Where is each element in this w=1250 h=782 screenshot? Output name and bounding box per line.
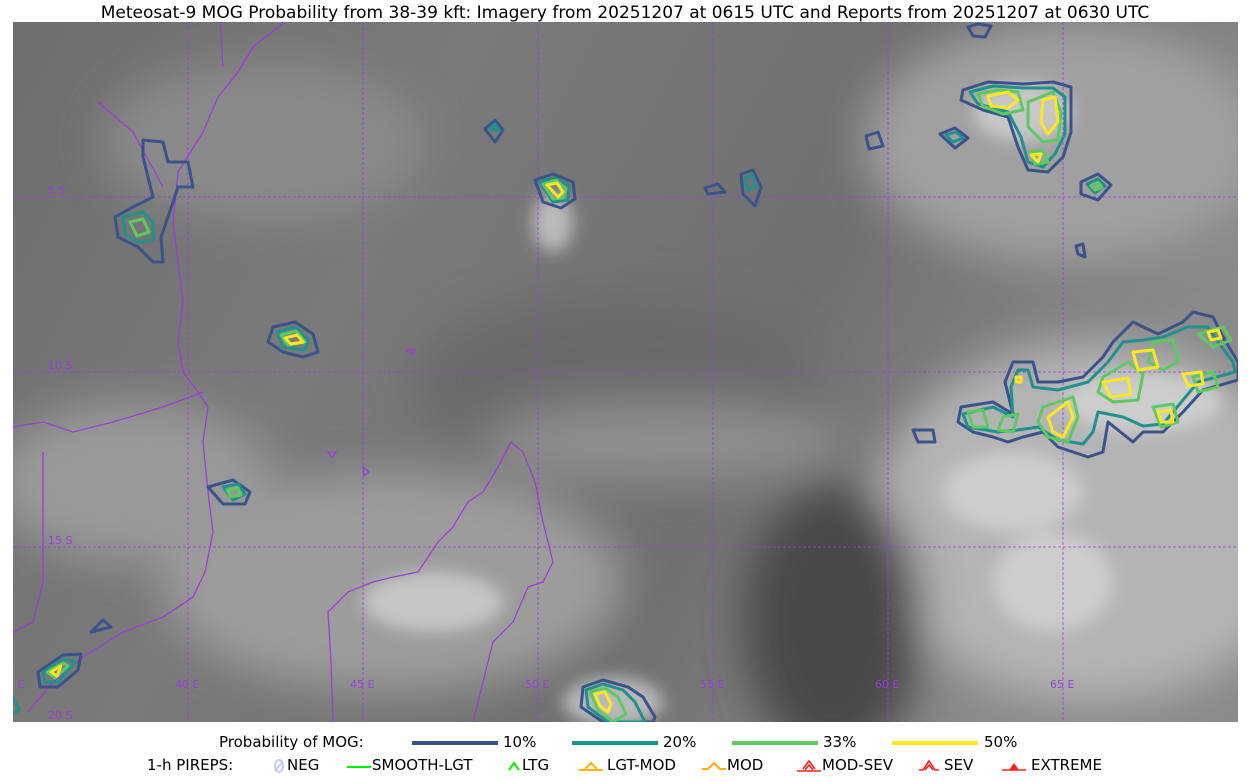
mog-contours: [13, 22, 1238, 722]
pirep-sev-label: SEV: [944, 756, 974, 774]
level-33-label: 33%: [823, 733, 857, 751]
pirep-mod-sev-label: MOD-SEV: [822, 756, 893, 774]
pireps-legend-label: 1-h PIREPS:: [147, 756, 234, 774]
lat-label: 5 S: [48, 184, 65, 197]
pirep-lgt-mod-label: LGT-MOD: [607, 756, 676, 774]
level-50-label: 50%: [984, 733, 1018, 751]
graticule: [13, 22, 1238, 722]
level-33-swatch: [732, 741, 818, 745]
pirep-ltg-label: LTG: [522, 756, 550, 774]
pirep-extreme-label: EXTREME: [1031, 756, 1102, 774]
lon-label: 40 E: [175, 678, 199, 691]
neg-icon: [274, 759, 284, 773]
level-10-label: 10%: [503, 733, 537, 751]
lon-label: 60 E: [875, 678, 899, 691]
probability-legend-label: Probability of MOG:: [219, 733, 364, 751]
lon-label: 65 E: [1050, 678, 1074, 691]
pirep-neg-label: NEG: [287, 756, 320, 774]
satellite-map: 35 E 40 E 45 E 50 E 55 E 60 E 65 E 5 S 1…: [13, 22, 1238, 722]
level-20-swatch: [572, 741, 658, 745]
sev-icon: [919, 759, 939, 771]
level-20-label: 20%: [663, 733, 697, 751]
level-10-swatch: [412, 741, 498, 745]
lat-label: 15 S: [48, 534, 72, 547]
lat-label: 10 S: [48, 359, 72, 372]
lgt-mod-icon: [579, 761, 603, 771]
level-50-swatch: [892, 741, 978, 745]
lon-label: 50 E: [525, 678, 549, 691]
coastlines: [13, 22, 554, 722]
lon-label: 55 E: [700, 678, 724, 691]
extreme-icon: [1002, 763, 1026, 771]
mod-sev-icon: [797, 759, 821, 772]
smooth-lgt-icon: [347, 766, 371, 768]
lon-label: 35 E: [13, 678, 24, 691]
pirep-smooth-lgt-label: SMOOTH-LGT: [372, 756, 473, 774]
lon-label: 45 E: [350, 678, 374, 691]
lat-label: 20 S: [48, 709, 72, 722]
mod-icon: [702, 761, 726, 770]
ltg-icon: [508, 761, 520, 771]
pirep-mod-label: MOD: [727, 756, 764, 774]
map-title: Meteosat-9 MOG Probability from 38-39 kf…: [100, 3, 1150, 23]
